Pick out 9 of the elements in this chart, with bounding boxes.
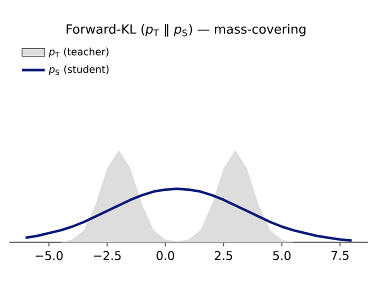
legend-label: p$_{S}$ (student)	[48, 65, 109, 75]
legend-label: p$_{T}$ (teacher)	[48, 48, 108, 58]
chart-title: Forward-KL (p$_{T}$ ‖ p$_{S}$) — mass-covering	[66, 24, 306, 37]
x-tick-label: 0.0	[156, 251, 174, 260]
x-tick-label: 2.5	[214, 251, 232, 260]
x-tick-label: 5.0	[273, 251, 291, 260]
x-tick-label: −2.5	[94, 251, 121, 260]
x-tick-label: −5.0	[36, 251, 63, 260]
x-tick-label: 7.5	[332, 251, 349, 260]
